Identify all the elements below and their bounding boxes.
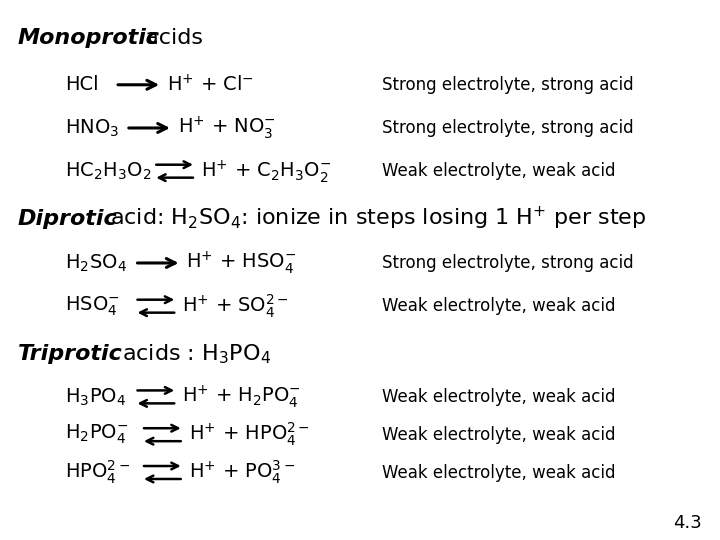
Text: $\mathregular{H^{+}}$ + $\mathregular{PO_{4}^{3-}}$: $\mathregular{H^{+}}$ + $\mathregular{PO… [189, 459, 295, 486]
Text: Strong electrolyte, strong acid: Strong electrolyte, strong acid [382, 76, 633, 94]
Text: $\mathregular{H_{3}PO_{4}}$: $\mathregular{H_{3}PO_{4}}$ [65, 386, 126, 408]
Text: acids: acids [138, 28, 203, 48]
Text: 4.3: 4.3 [673, 514, 702, 532]
Text: $\mathregular{H_{2}PO_{4}^{-}}$: $\mathregular{H_{2}PO_{4}^{-}}$ [65, 423, 128, 447]
Text: $\mathregular{H^{+}}$ + $\mathregular{C_{2}H_{3}O_{2}^{-}}$: $\mathregular{H^{+}}$ + $\mathregular{C_… [201, 158, 331, 185]
Text: $\mathregular{HSO_{4}^{-}}$: $\mathregular{HSO_{4}^{-}}$ [65, 294, 120, 318]
Text: Weak electrolyte, weak acid: Weak electrolyte, weak acid [382, 388, 615, 406]
Text: Weak electrolyte, weak acid: Weak electrolyte, weak acid [382, 426, 615, 444]
Text: Monoprotic: Monoprotic [18, 28, 160, 48]
Text: $\mathregular{H^{+}}$ + $\mathregular{SO_{4}^{2-}}$: $\mathregular{H^{+}}$ + $\mathregular{SO… [182, 293, 289, 320]
Text: HCl: HCl [65, 75, 99, 94]
Text: $\mathregular{H^{+}}$ + $\mathregular{H_{2}PO_{4}^{-}}$: $\mathregular{H^{+}}$ + $\mathregular{H_… [182, 383, 301, 410]
Text: $\mathregular{HPO_{4}^{2-}}$: $\mathregular{HPO_{4}^{2-}}$ [65, 459, 130, 486]
Text: $\mathregular{H^{+}}$ + $\mathregular{Cl^{-}}$: $\mathregular{H^{+}}$ + $\mathregular{Cl… [167, 74, 254, 96]
Text: Weak electrolyte, weak acid: Weak electrolyte, weak acid [382, 297, 615, 315]
Text: $\mathregular{H^{+}}$ + $\mathregular{HPO_{4}^{2-}}$: $\mathregular{H^{+}}$ + $\mathregular{HP… [189, 421, 310, 448]
Text: $\mathregular{H^{+}}$ + $\mathregular{NO_{3}^{-}}$: $\mathregular{H^{+}}$ + $\mathregular{NO… [178, 114, 276, 141]
Text: Triprotic: Triprotic [18, 343, 123, 364]
Text: acids : $\mathregular{H_{3}PO_{4}}$: acids : $\mathregular{H_{3}PO_{4}}$ [115, 342, 271, 366]
Text: acid: $\mathregular{H_{2}SO_{4}}$: ionize in steps losing 1 $\mathregular{H^{+}}: acid: $\mathregular{H_{2}SO_{4}}$: ioniz… [103, 205, 647, 232]
Text: $\mathregular{HNO_{3}}$: $\mathregular{HNO_{3}}$ [65, 117, 119, 139]
Text: $\mathregular{H_{2}SO_{4}}$: $\mathregular{H_{2}SO_{4}}$ [65, 252, 127, 274]
Text: Diprotic: Diprotic [18, 208, 118, 229]
Text: $\mathregular{H^{+}}$ + $\mathregular{HSO_{4}^{-}}$: $\mathregular{H^{+}}$ + $\mathregular{HS… [186, 249, 297, 276]
Text: Strong electrolyte, strong acid: Strong electrolyte, strong acid [382, 254, 633, 272]
Text: Strong electrolyte, strong acid: Strong electrolyte, strong acid [382, 119, 633, 137]
Text: Weak electrolyte, weak acid: Weak electrolyte, weak acid [382, 162, 615, 180]
Text: Weak electrolyte, weak acid: Weak electrolyte, weak acid [382, 463, 615, 482]
Text: $\mathregular{HC_{2}H_{3}O_{2}}$: $\mathregular{HC_{2}H_{3}O_{2}}$ [65, 160, 151, 182]
